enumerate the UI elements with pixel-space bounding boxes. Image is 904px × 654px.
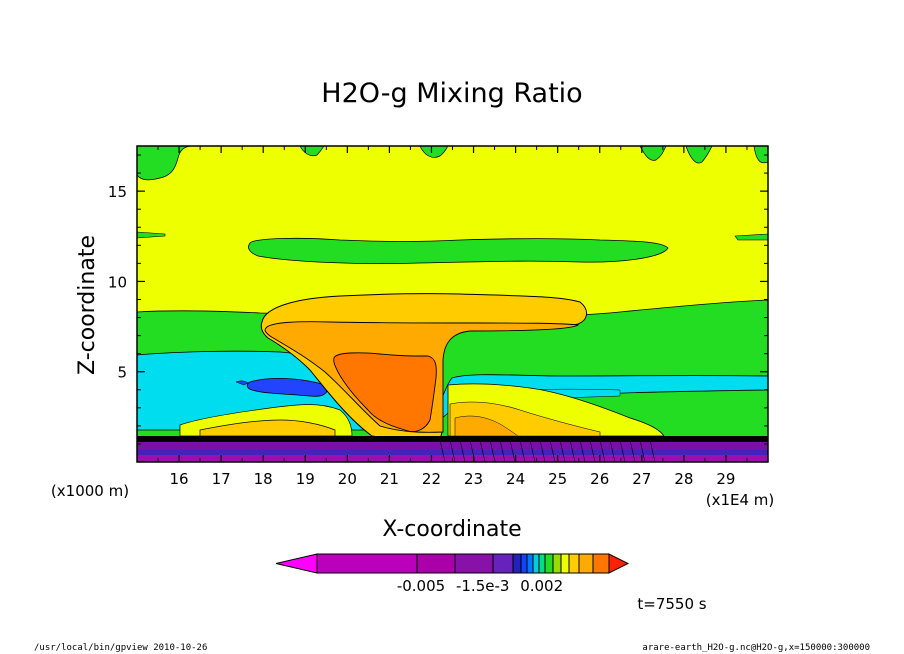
colorbar-swatch <box>492 553 514 574</box>
x-unit-label: (x1E4 m) <box>706 491 775 509</box>
y-axis-label: Z-coordinate <box>75 235 100 375</box>
blue-patch <box>246 377 328 397</box>
x-tick-label: 29 <box>716 470 735 488</box>
colorbar-swatch <box>592 553 610 574</box>
colorbar-arrow-left <box>275 553 318 574</box>
colorbar-swatch <box>416 553 456 574</box>
colorbar-arrow-right <box>608 553 630 574</box>
low-orange-right <box>454 415 519 437</box>
x-tick-label: 23 <box>464 470 483 488</box>
colorbar-swatch <box>538 553 546 574</box>
colorbar-label-3: 0.002 <box>520 577 563 595</box>
top-green-blob <box>137 146 191 181</box>
top-green-blob <box>685 146 713 164</box>
colorbar-swatch <box>512 553 522 574</box>
blue-patch-small <box>235 380 249 386</box>
colorbar-swatch <box>560 553 570 574</box>
x-tick-label: 16 <box>170 470 189 488</box>
colorbar-swatch <box>568 553 580 574</box>
right-thin-band <box>734 233 768 241</box>
x-tick-label: 21 <box>380 470 399 488</box>
x-tick-label: 27 <box>632 470 651 488</box>
colorbar-swatch <box>526 553 534 574</box>
x-tick-label: 17 <box>212 470 231 488</box>
x-axis-label: X-coordinate <box>382 517 521 542</box>
x-tick-label: 24 <box>506 470 525 488</box>
surface-band-dark <box>137 436 768 442</box>
y-tick-label: 10 <box>108 273 127 291</box>
colorbar-swatch <box>532 553 540 574</box>
x-tick-label: 22 <box>422 470 441 488</box>
contour-field <box>137 146 768 462</box>
left-thin-band <box>137 231 166 239</box>
colorbar-label-2: -1.5e-3 <box>456 577 509 595</box>
y-ticks: 5 10 15 <box>108 154 768 445</box>
colorbar <box>275 553 630 574</box>
updraft-core <box>333 352 437 432</box>
chart-title: H2O-g Mixing Ratio <box>321 78 582 109</box>
surface-band-indigo <box>137 450 768 455</box>
y-tick-label: 5 <box>117 364 127 382</box>
colorbar-swatch <box>578 553 594 574</box>
y-unit-label: (x1000 m) <box>51 482 129 500</box>
x-tick-label: 19 <box>296 470 315 488</box>
footer-right: arare-earth_H2O-g.nc@H2O-g,x=150000:3000… <box>642 643 870 653</box>
top-green-blob <box>419 146 449 158</box>
colorbar-swatch <box>544 553 554 574</box>
colorbar-swatch <box>454 553 494 574</box>
colorbar-swatch <box>552 553 562 574</box>
x-tick-label: 26 <box>590 470 609 488</box>
colorbar-swatch <box>520 553 528 574</box>
x-ticks: 16 17 18 19 20 21 22 23 24 25 26 27 28 29 <box>157 146 748 488</box>
x-tick-label: 18 <box>254 470 273 488</box>
y-tick-label: 15 <box>108 183 127 201</box>
x-tick-label: 25 <box>548 470 567 488</box>
top-green-blob <box>299 146 325 157</box>
surface-band-purple <box>137 442 768 450</box>
x-tick-label: 20 <box>338 470 357 488</box>
upper-green-band <box>248 237 669 265</box>
time-label: t=7550 s <box>637 595 706 613</box>
low-gold-left <box>199 419 336 437</box>
x-tick-label: 28 <box>674 470 693 488</box>
colorbar-swatch <box>316 553 418 574</box>
colorbar-label-1: -0.005 <box>397 577 445 595</box>
colorbar-labels: -0.005 -1.5e-3 0.002 <box>397 577 563 595</box>
top-green-blob <box>753 146 768 164</box>
footer-left: /usr/local/bin/gpview 2010-10-26 <box>34 643 207 653</box>
top-green-blob <box>639 146 667 161</box>
surface-noise <box>439 439 656 462</box>
